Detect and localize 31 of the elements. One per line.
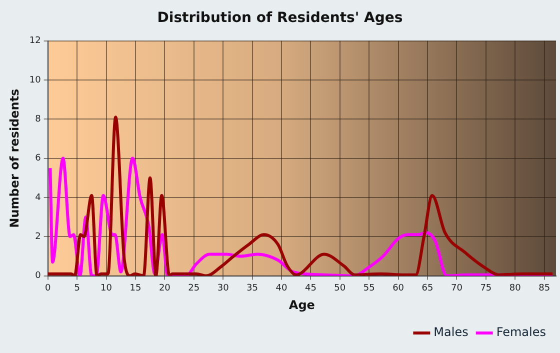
x-tick-label: 75	[480, 284, 492, 294]
x-tick-label: 0	[44, 284, 51, 294]
x-tick-label: 60	[392, 284, 404, 294]
x-tick-label: 25	[188, 284, 200, 294]
y-tick-label: 6	[35, 154, 42, 164]
x-tick-label: 20	[158, 284, 171, 294]
x-tick-label: 65	[422, 284, 434, 294]
x-tick-label: 5	[74, 284, 80, 294]
x-tick-label: 80	[509, 284, 522, 294]
x-tick-label: 55	[363, 284, 375, 294]
x-tick-label: 10	[100, 284, 112, 294]
y-tick-label: 2	[35, 232, 41, 242]
y-tick-label: 0	[35, 271, 42, 282]
y-tick-label: 12	[29, 36, 41, 46]
x-tick-label: 35	[246, 284, 258, 294]
x-tick-label: 50	[334, 284, 346, 294]
y-tick-label: 10	[29, 75, 42, 86]
line-series	[48, 116, 554, 276]
x-tick-label: 30	[217, 284, 230, 294]
y-tick-label: 4	[35, 192, 42, 203]
legend-label: Males	[434, 325, 468, 340]
x-tick-label: 15	[130, 284, 142, 294]
x-tick-label: 85	[538, 284, 550, 294]
y-tick-label: 8	[35, 114, 42, 124]
x-tick-label: 70	[450, 284, 463, 294]
x-axis-title: Age	[288, 298, 315, 312]
x-tick-label: 40	[276, 284, 288, 294]
chart-title: Distribution of Residents' Ages	[157, 10, 403, 26]
y-axis-title: Number of residents	[7, 88, 22, 228]
legend-label: Females	[496, 325, 546, 340]
x-tick-label: 45	[304, 284, 316, 294]
